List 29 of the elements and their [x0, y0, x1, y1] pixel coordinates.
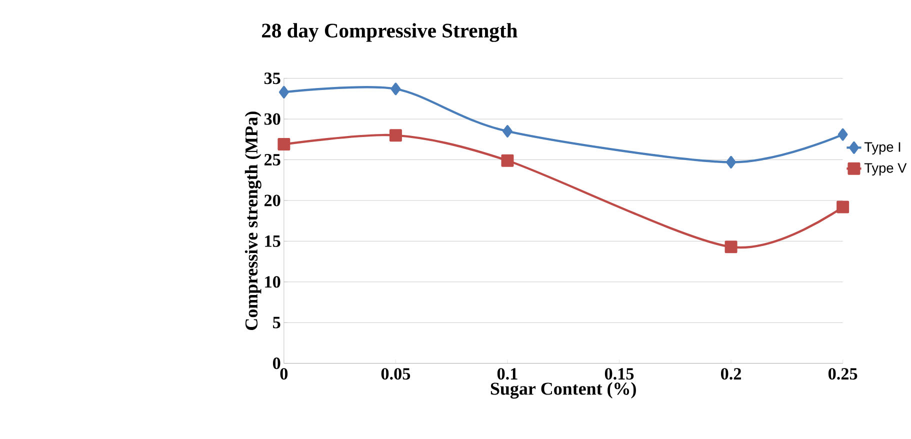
y-tick-label: 0	[272, 358, 280, 370]
y-tick-label: 20	[264, 194, 280, 206]
point	[390, 82, 401, 96]
legend-label: Type V	[864, 163, 907, 176]
y-tick-label: 10	[265, 276, 280, 288]
y-tick-label: 15	[265, 235, 280, 247]
x-tick-label: 0.15	[604, 368, 634, 380]
point	[502, 124, 512, 138]
y-tick-label: 35	[264, 72, 280, 84]
point	[726, 156, 736, 168]
y-tick-label: 30	[264, 113, 280, 125]
x-tick-label: 0.1	[497, 368, 518, 380]
x-tick-label: 0.25	[828, 368, 858, 380]
point	[278, 138, 290, 150]
point	[724, 240, 738, 254]
point	[501, 154, 514, 167]
y-tick-label: 25	[264, 154, 280, 166]
x-tick-label: 0	[280, 368, 288, 380]
chart-title: 28 day Compressive Strength	[262, 23, 518, 42]
x-tick-label: 0.2	[720, 368, 742, 380]
y-axis-title: Compressive strength (MPa)	[244, 112, 262, 330]
y-tick-label: 5	[273, 316, 280, 328]
point	[836, 200, 850, 214]
x-tick-label: 0.05	[381, 368, 410, 380]
point	[838, 128, 848, 141]
point	[389, 129, 402, 142]
legend-label: Type I	[864, 142, 900, 155]
point	[278, 86, 289, 98]
x-axis-title: Sugar Content (%)	[490, 382, 636, 399]
